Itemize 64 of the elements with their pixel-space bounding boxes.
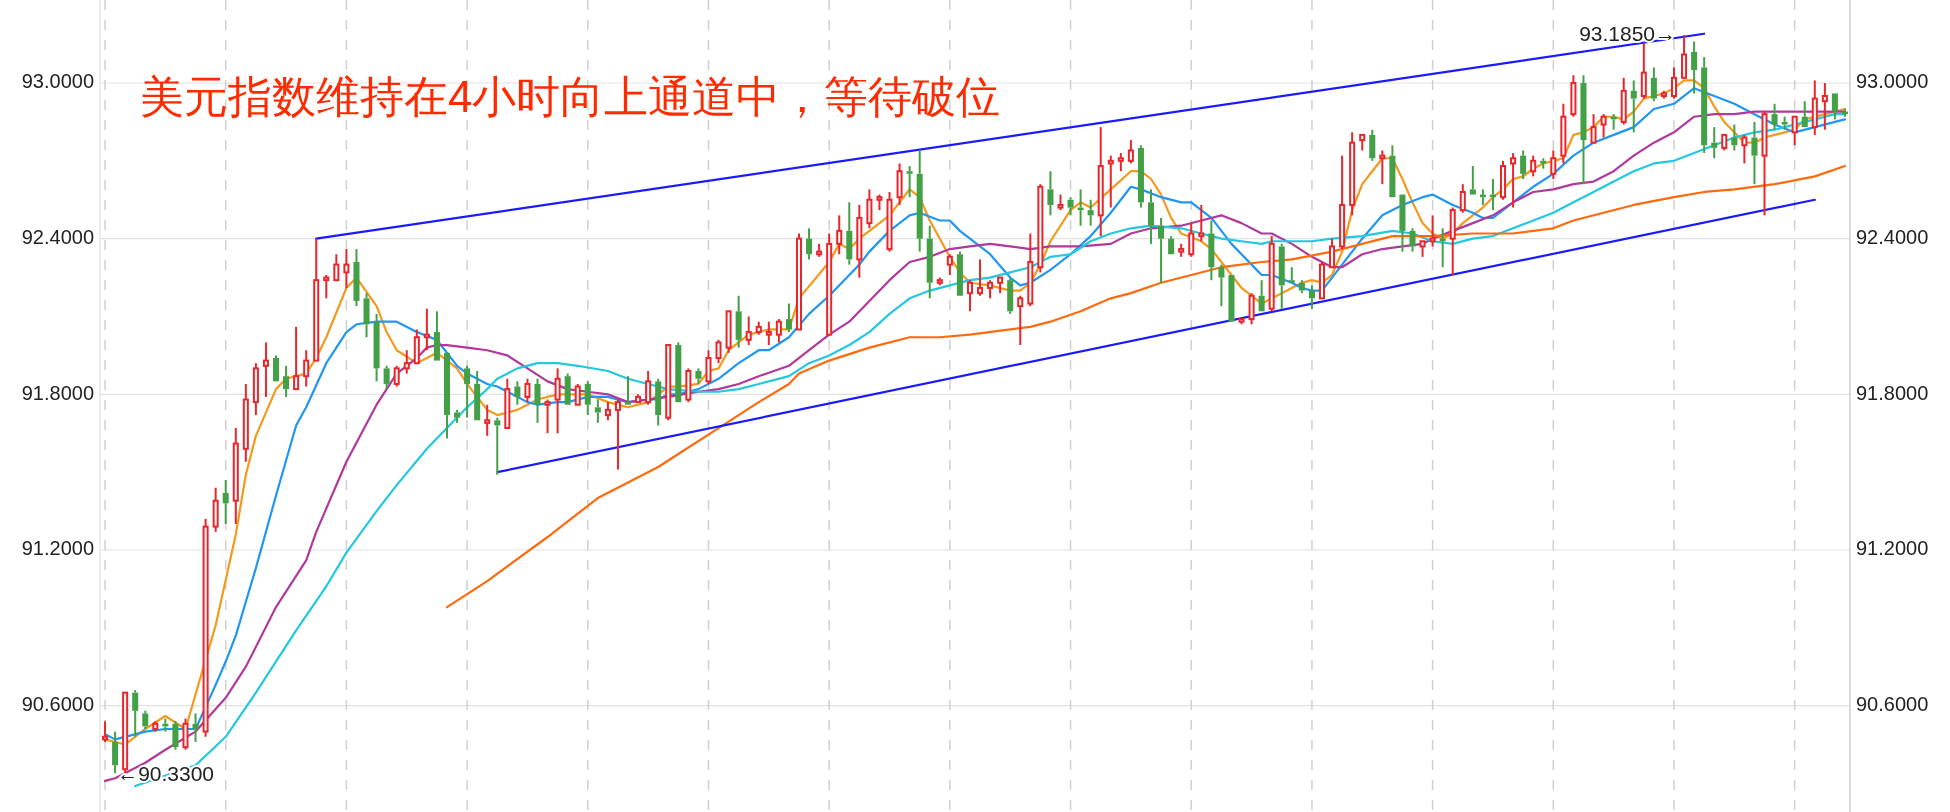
candlestick xyxy=(916,149,923,253)
candlestick xyxy=(1821,82,1828,131)
candlestick xyxy=(1097,126,1104,238)
candlestick xyxy=(1520,149,1527,180)
candlestick xyxy=(806,227,813,261)
candlestick xyxy=(1701,56,1708,155)
candlestick xyxy=(1731,123,1738,152)
candlestick xyxy=(785,302,792,334)
candlestick xyxy=(1147,188,1155,245)
y2-tick-label: 91.8000 xyxy=(1856,381,1929,404)
candlestick xyxy=(534,377,541,424)
candlestick xyxy=(353,248,360,308)
y2-tick-label: 90.6000 xyxy=(1856,692,1929,715)
candlestick xyxy=(1691,40,1698,95)
candlestick xyxy=(232,427,239,526)
candlestick xyxy=(846,201,853,266)
y-tick-label: 93.0000 xyxy=(21,70,94,93)
candlestick xyxy=(303,349,310,388)
candlestick xyxy=(1771,102,1778,131)
candlestick xyxy=(1409,227,1416,253)
candlestick xyxy=(1379,149,1386,186)
candlestick xyxy=(1158,216,1165,284)
annotation: 93.1850→ xyxy=(1579,21,1677,45)
candlestick xyxy=(112,730,119,775)
candlestick xyxy=(242,382,249,463)
y-tick-label: 91.8000 xyxy=(21,381,94,404)
y2-tick-label: 91.2000 xyxy=(1856,537,1929,560)
candlestick xyxy=(856,203,863,279)
line-series xyxy=(445,164,1847,609)
candlestick xyxy=(1137,144,1144,209)
candlestick xyxy=(373,312,380,383)
y2-tick-label: 93.0000 xyxy=(1856,70,1929,93)
y-tick-label: 92.4000 xyxy=(21,225,94,248)
candlestick xyxy=(363,292,370,339)
candlestick xyxy=(1047,170,1054,217)
candlestick xyxy=(403,349,410,375)
candlestick xyxy=(584,380,591,417)
candlestick xyxy=(1751,120,1758,186)
candlestick xyxy=(1369,128,1376,162)
candlestick xyxy=(192,712,199,743)
candlestick xyxy=(423,307,430,352)
candlestick xyxy=(172,720,179,751)
candlestick xyxy=(484,403,491,437)
candlestick xyxy=(554,367,561,435)
candlestick xyxy=(1781,115,1788,131)
candlestick xyxy=(1208,219,1215,282)
text: 美元指数维持在4小时向上通道中，等待破位 xyxy=(140,72,1001,121)
y-tick-label: 90.6000 xyxy=(21,692,94,715)
candlestick xyxy=(926,224,933,300)
candlestick xyxy=(1711,126,1718,160)
candlestick xyxy=(222,478,229,526)
candlestick xyxy=(514,380,521,406)
y2-tick-label: 92.4000 xyxy=(1856,225,1929,248)
candlestick xyxy=(132,689,139,738)
candlestick xyxy=(1580,74,1587,186)
candlestick xyxy=(1087,198,1094,227)
candlestick xyxy=(1630,79,1637,134)
candlestick xyxy=(343,248,350,289)
candlestick xyxy=(283,364,290,398)
candlestick xyxy=(735,294,742,349)
candlestick xyxy=(906,165,913,199)
y-tick-label: 91.2000 xyxy=(21,537,94,560)
candlestick xyxy=(262,341,269,398)
candlestick xyxy=(695,367,702,385)
